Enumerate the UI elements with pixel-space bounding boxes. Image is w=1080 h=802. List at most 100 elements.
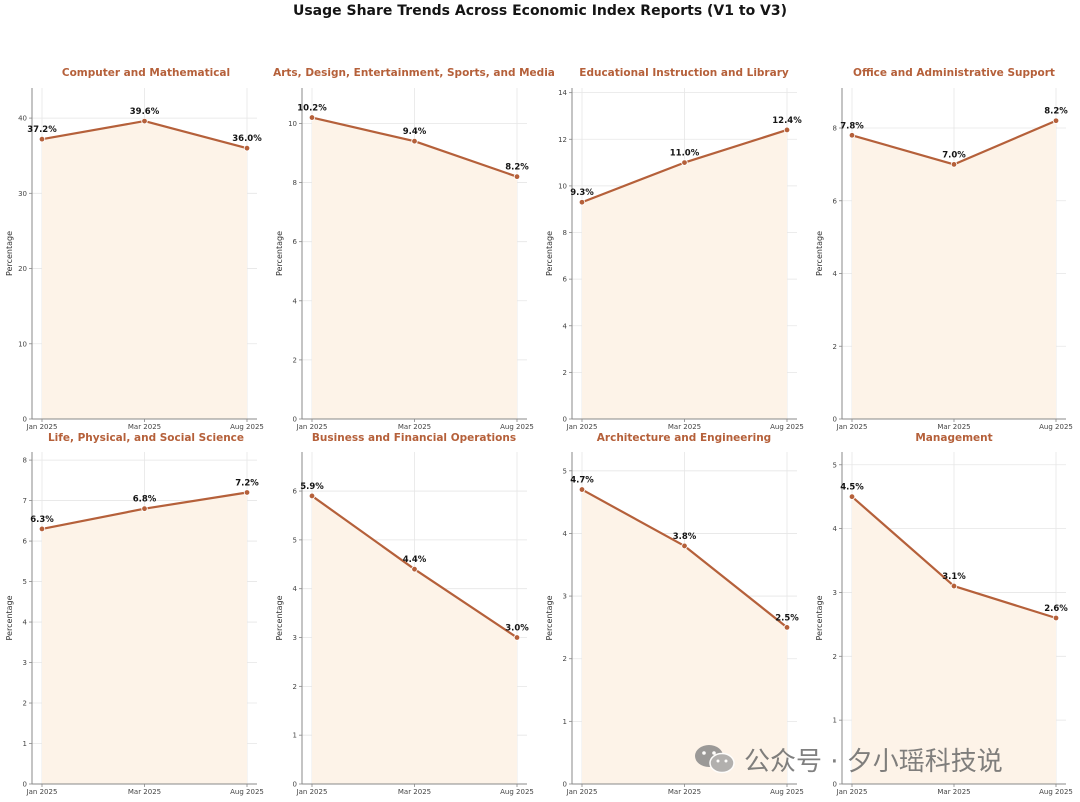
series-area — [312, 117, 517, 419]
y-tick-label: 1 — [23, 740, 27, 748]
data-label: 7.8% — [840, 121, 864, 131]
series-area — [312, 495, 517, 784]
chart-panel: Arts, Design, Entertainment, Sports, and… — [273, 67, 555, 431]
y-tick-label: 6 — [23, 538, 28, 546]
data-label: 6.8% — [133, 495, 157, 505]
data-point — [783, 624, 791, 631]
data-point — [141, 505, 148, 512]
chart-panel: Educational Instruction and Library 0 2 4 6 8… — [545, 67, 804, 431]
data-point — [243, 489, 251, 496]
y-tick-label: 2 — [563, 655, 567, 663]
y-tick-label: 3 — [833, 589, 837, 597]
y-tick-label: 4 — [23, 619, 28, 627]
data-label: 8.2% — [505, 163, 529, 173]
panel-title: Business and Financial Operations — [312, 432, 516, 444]
y-axis-label: Percentage — [5, 595, 14, 640]
y-axis-label: Percentage — [545, 231, 554, 276]
data-point — [38, 135, 46, 143]
y-tick-label: 10 — [288, 120, 297, 128]
data-label: 7.0% — [942, 150, 966, 160]
y-tick-label: 8 — [293, 179, 297, 187]
x-tick-label: Aug 2025 — [500, 788, 534, 796]
y-axis-label: Percentage — [545, 595, 554, 640]
y-axis-label: Percentage — [275, 595, 284, 640]
data-label: 4.7% — [570, 476, 594, 486]
panel-title: Educational Instruction and Library — [579, 67, 789, 79]
watermark: 公众号 · 夕小瑶科技说 — [694, 742, 1003, 777]
x-tick-label: Aug 2025 — [230, 788, 264, 796]
x-tick-label: Mar 2025 — [398, 788, 431, 796]
x-tick-label: Mar 2025 — [128, 423, 161, 431]
y-tick-label: 6 — [293, 488, 298, 496]
y-tick-label: 8 — [563, 229, 567, 237]
data-label: 8.2% — [1044, 107, 1068, 117]
chart-panel: Life, Physical, and Social Science 0 1 2 3 4 5… — [5, 432, 264, 796]
y-tick-label: 0 — [563, 781, 567, 789]
data-point — [681, 542, 688, 550]
data-label: 37.2% — [27, 125, 57, 135]
y-tick-label: 4 — [563, 530, 568, 538]
watermark-text: 公众号 · 夕小瑶科技说 — [744, 746, 1003, 777]
series-area — [852, 120, 1056, 419]
y-tick-label: 12 — [558, 136, 567, 144]
x-tick-label: Mar 2025 — [398, 423, 431, 431]
y-tick-label: 2 — [833, 343, 837, 351]
y-tick-label: 6 — [563, 276, 568, 284]
data-point — [243, 144, 251, 152]
y-tick-label: 5 — [563, 467, 567, 475]
panel-title: Office and Administrative Support — [853, 67, 1055, 79]
x-tick-label: Aug 2025 — [500, 423, 534, 431]
data-point — [1052, 614, 1060, 622]
data-point — [141, 117, 148, 125]
data-label: 2.5% — [775, 613, 799, 623]
y-tick-label: 14 — [558, 89, 567, 97]
wechat-icon — [695, 745, 735, 774]
data-point — [950, 161, 958, 168]
chart-panel: Architecture and Engineering 0 1 2 3 4 5 Jan 20… — [545, 432, 804, 796]
data-label: 10.2% — [297, 104, 327, 114]
data-label: 3.8% — [673, 532, 697, 542]
data-point — [513, 173, 521, 180]
data-label: 4.4% — [403, 555, 427, 565]
x-tick-label: Aug 2025 — [770, 788, 804, 796]
page-title: Usage Share Trends Across Economic Index… — [292, 3, 788, 19]
y-tick-label: 0 — [23, 416, 27, 424]
y-tick-label: 20 — [18, 265, 27, 273]
y-tick-label: 3 — [563, 593, 567, 601]
data-label: 6.3% — [30, 515, 54, 525]
data-label: 36.0% — [232, 134, 262, 144]
data-point — [411, 565, 418, 573]
x-tick-label: Aug 2025 — [1039, 423, 1073, 431]
data-point — [308, 114, 316, 121]
data-point — [578, 199, 586, 206]
y-tick-label: 2 — [833, 653, 837, 661]
data-label: 12.4% — [772, 116, 802, 126]
series-area — [42, 492, 247, 784]
x-tick-label: Aug 2025 — [230, 423, 264, 431]
x-tick-label: Jan 2025 — [26, 423, 58, 431]
y-axis-label: Percentage — [275, 231, 284, 276]
y-tick-label: 4 — [293, 585, 298, 593]
y-tick-label: 0 — [293, 781, 297, 789]
x-tick-label: Mar 2025 — [128, 788, 161, 796]
y-tick-label: 8 — [23, 457, 27, 465]
y-tick-label: 0 — [833, 416, 837, 424]
data-point — [1052, 117, 1060, 124]
data-label: 9.4% — [403, 127, 427, 137]
x-tick-label: Jan 2025 — [296, 423, 328, 431]
y-tick-label: 8 — [833, 125, 837, 133]
x-tick-label: Jan 2025 — [836, 423, 868, 431]
y-tick-label: 2 — [23, 700, 27, 708]
y-tick-label: 5 — [833, 461, 837, 469]
y-tick-label: 2 — [293, 356, 297, 364]
x-tick-label: Mar 2025 — [937, 423, 970, 431]
series-area — [582, 129, 787, 419]
panel-title: Life, Physical, and Social Science — [48, 432, 244, 444]
x-tick-label: Aug 2025 — [1039, 788, 1073, 796]
y-tick-label: 30 — [18, 190, 27, 198]
y-tick-label: 1 — [563, 718, 567, 726]
data-point — [783, 126, 791, 134]
y-axis-label: Percentage — [5, 231, 14, 276]
y-tick-label: 1 — [293, 732, 297, 740]
series-area — [852, 496, 1056, 784]
